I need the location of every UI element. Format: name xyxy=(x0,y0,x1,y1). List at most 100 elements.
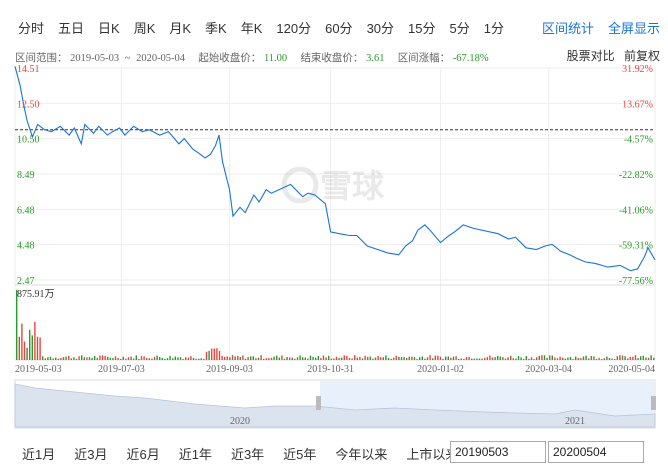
period-tab-9[interactable]: 30分 xyxy=(366,21,395,36)
adjust-button[interactable]: 前复权 xyxy=(623,49,660,63)
volume-bar xyxy=(276,355,278,360)
x-tick-label: 2020-01-02 xyxy=(417,364,464,375)
pct-tick-label: -41.06% xyxy=(619,205,653,216)
volume-bar xyxy=(57,358,59,360)
volume-bar xyxy=(603,358,605,360)
volume-bar xyxy=(356,357,358,360)
volume-bar xyxy=(575,356,577,360)
volume-bar xyxy=(647,357,650,360)
volume-bar xyxy=(510,355,512,360)
volume-bar xyxy=(595,358,598,360)
volume-bar xyxy=(494,357,496,360)
volume-bar xyxy=(653,357,655,360)
y-tick-label: 14.51 xyxy=(17,64,40,75)
volume-bar xyxy=(185,357,187,360)
fullscreen-button[interactable]: 全屏显示 xyxy=(607,21,660,36)
volume-bar xyxy=(39,337,41,360)
volume-bar xyxy=(187,357,189,360)
price-chart[interactable]: 14.51 31.92% 12.50 13.67% 10.50 -4.57% 8.49 -22… xyxy=(0,0,668,438)
volume-bar xyxy=(52,358,54,360)
volume-bar xyxy=(133,358,135,360)
volume-bar xyxy=(120,358,122,360)
volume-bar xyxy=(481,358,483,360)
volume-bar xyxy=(439,356,442,360)
volume-bar xyxy=(416,358,418,360)
volume-bar xyxy=(569,356,572,360)
stock-compare-button[interactable]: 股票对比 xyxy=(566,49,615,63)
volume-bar xyxy=(582,356,585,360)
volume-bar xyxy=(49,356,52,360)
volume-bar xyxy=(294,358,296,360)
start-price-label: 起始收盘价： xyxy=(198,53,262,64)
volume-bar xyxy=(426,357,429,360)
range-button-0[interactable]: 近1月 xyxy=(22,447,56,462)
volume-bar xyxy=(385,355,387,360)
volume-bar xyxy=(101,355,104,360)
volume-bar xyxy=(242,355,244,360)
y-tick-label: 4.48 xyxy=(17,241,35,252)
y-tick-label: 10.50 xyxy=(17,135,40,146)
period-tab-2[interactable]: 日K xyxy=(98,21,120,36)
volume-bar xyxy=(536,357,538,360)
volume-bar xyxy=(122,356,124,360)
volume-bar xyxy=(312,356,314,360)
volume-bar xyxy=(333,358,335,360)
volume-bar xyxy=(515,358,517,360)
range-button-3[interactable]: 近1年 xyxy=(178,447,212,462)
range-button-6[interactable]: 今年以来 xyxy=(335,447,388,462)
volume-bar xyxy=(148,358,150,360)
end-price: 3.61 xyxy=(366,53,385,64)
volume-bar xyxy=(320,358,322,360)
volume-bar xyxy=(640,356,642,360)
range-button-1[interactable]: 近3月 xyxy=(74,447,108,462)
period-tab-1[interactable]: 五日 xyxy=(58,21,85,36)
volume-bar xyxy=(338,357,340,360)
x-tick-label: 2019-05-03 xyxy=(15,364,62,375)
volume-bar xyxy=(195,358,197,360)
volume-bar xyxy=(400,357,403,360)
volume-bar xyxy=(611,358,613,360)
volume-bar xyxy=(393,357,395,360)
range-button-5[interactable]: 近5年 xyxy=(283,447,317,462)
volume-bar xyxy=(486,357,488,360)
period-tab-8[interactable]: 60分 xyxy=(325,21,353,36)
volume-bar xyxy=(309,355,312,360)
volume-bar xyxy=(328,355,330,360)
volume-bar xyxy=(198,358,200,360)
chart-frame xyxy=(14,67,656,361)
date-from-input[interactable] xyxy=(450,441,546,463)
period-tab-10[interactable]: 15分 xyxy=(408,21,436,36)
volume-bar xyxy=(413,357,416,360)
volume-bar xyxy=(99,355,101,360)
volume-bar xyxy=(380,357,382,360)
period-tab-7[interactable]: 120分 xyxy=(276,21,312,36)
volume-bar xyxy=(387,358,390,360)
volume-bar xyxy=(530,357,533,360)
watermark: 雪球 xyxy=(281,166,385,205)
volume-bar xyxy=(112,358,114,360)
x-tick-label: 2019-09-03 xyxy=(206,364,253,375)
volume-bar xyxy=(273,356,275,360)
volume-bar xyxy=(437,355,439,360)
period-tab-4[interactable]: 月K xyxy=(169,21,192,36)
period-tab-0[interactable]: 分时 xyxy=(18,21,45,36)
volume-bar xyxy=(270,357,273,360)
period-tab-5[interactable]: 季K xyxy=(205,21,227,36)
range-button-7[interactable]: 上市以来 xyxy=(406,447,459,462)
period-tab-6[interactable]: 年K xyxy=(240,21,263,36)
date-to-input[interactable] xyxy=(548,441,644,463)
pct-tick-label: -4.57% xyxy=(624,135,653,146)
volume-bar xyxy=(419,357,421,360)
range-stats-button[interactable]: 区间统计 xyxy=(541,21,594,36)
range-button-4[interactable]: 近3年 xyxy=(230,447,265,462)
period-tab-12[interactable]: 1分 xyxy=(483,21,504,36)
volume-bar xyxy=(192,357,195,360)
volume-bar xyxy=(125,358,127,360)
period-tab-3[interactable]: 周K xyxy=(133,21,156,36)
volume-bar xyxy=(268,358,270,360)
range-button-2[interactable]: 近6月 xyxy=(126,447,160,462)
range-buttons: 近1月 近3月 近6月 近1年 近3年 近5年 今年以来 上市以来 xyxy=(22,444,477,463)
volume-bar xyxy=(645,357,647,360)
volume-bar xyxy=(322,355,325,360)
period-tab-11[interactable]: 5分 xyxy=(449,21,470,36)
